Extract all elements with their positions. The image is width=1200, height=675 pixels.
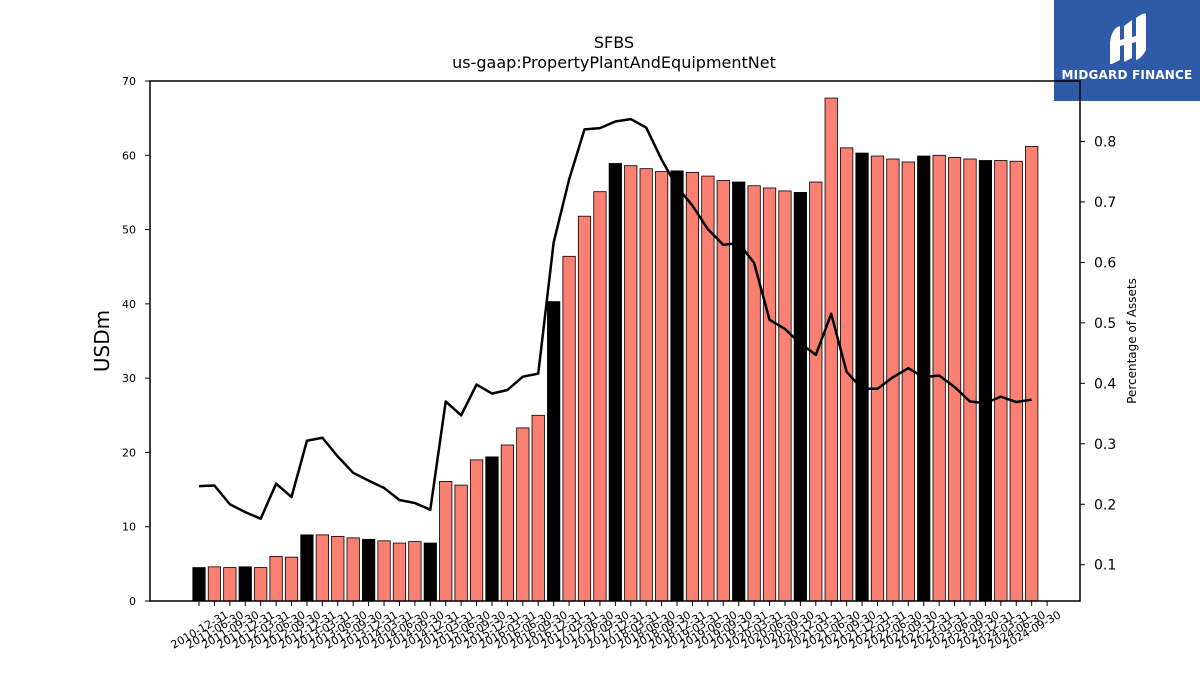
bar-2011-03-31 [207, 566, 222, 602]
y2-tick-label: 0.1 [1094, 558, 1116, 574]
y2-tick-label: 0.8 [1094, 134, 1116, 150]
y-tick-label: 70 [122, 75, 136, 88]
bar-2018-12-31 [685, 171, 700, 602]
bar-2014-12-31 [439, 480, 453, 602]
bar-2020-09-30 [793, 192, 807, 602]
y-tick-label: 30 [122, 372, 136, 385]
bar-2024-06-30 [1025, 145, 1039, 602]
bar-2013-03-31 [331, 535, 345, 602]
y-tick-label: 20 [122, 446, 136, 459]
y2-tick-label: 0.5 [1094, 316, 1116, 332]
y2-tick-label: 0.2 [1094, 497, 1116, 513]
bar-2019-03-31 [701, 175, 715, 602]
bar-2023-09-30 [978, 160, 993, 602]
bar-2023-03-31 [947, 157, 962, 602]
bar-2016-06-30 [531, 414, 545, 602]
bar-2011-09-30 [238, 566, 252, 602]
midgard-logo-icon [1110, 13, 1146, 64]
y2-tick-label: 0.7 [1094, 195, 1116, 211]
bar-2014-03-31 [392, 542, 407, 602]
bar-2021-12-31 [870, 155, 885, 602]
y-tick-label: 60 [122, 149, 136, 162]
bar-series [192, 97, 1039, 602]
bar-2014-09-30 [423, 542, 437, 602]
bar-2016-03-31 [516, 427, 530, 602]
percentage-of-assets-line [198, 117, 1032, 521]
bar-2016-09-30 [547, 301, 561, 602]
brand-name: MIDGARD FINANCE [1061, 68, 1193, 82]
bar-2013-12-31 [377, 540, 391, 602]
bar-2018-06-30 [655, 171, 669, 602]
y2-tick-label: 0.3 [1094, 437, 1116, 453]
bar-2012-03-31 [269, 556, 283, 602]
y-tick-label: 0 [129, 595, 136, 608]
bar-2017-06-30 [593, 191, 607, 602]
bar-2013-09-30 [362, 538, 376, 602]
bar-2020-12-31 [809, 181, 823, 602]
bar-2016-12-31 [562, 255, 576, 602]
y-tick-label: 50 [122, 224, 136, 237]
bar-2011-12-31 [254, 567, 268, 602]
y-axis-left: 0 10 20 30 40 50 60 70 [122, 75, 150, 608]
x-axis: 2010-12-312011-06-302011-09-302011-12-31… [169, 601, 1063, 652]
y-axis-label: USDm [90, 310, 114, 372]
bar-2022-06-30 [901, 161, 915, 602]
bar-2017-12-31 [624, 165, 638, 602]
bar-2015-12-31 [500, 444, 515, 602]
y-tick-label: 10 [122, 521, 136, 534]
bar-2010-12-31 [192, 567, 206, 602]
bar-2019-12-31 [747, 185, 761, 602]
bar-2015-06-30 [469, 459, 484, 602]
y-tick-label: 40 [122, 298, 136, 311]
y-axis-right: 0.1 0.2 0.3 0.4 0.5 0.6 0.7 0.8 [1080, 134, 1116, 574]
chart-subtitle: us-gaap:PropertyPlantAndEquipmentNet [452, 53, 776, 72]
bar-2012-12-31 [315, 534, 329, 602]
bar-2023-12-31 [994, 160, 1008, 602]
y2-tick-label: 0.4 [1094, 376, 1116, 392]
bar-2023-06-30 [963, 158, 977, 602]
bar-2021-06-30 [840, 147, 854, 602]
bar-2012-06-30 [284, 556, 299, 602]
percentage-line-series [198, 117, 1032, 521]
bar-2020-06-30 [778, 190, 792, 602]
bar-2011-06-30 [223, 567, 237, 602]
bar-2013-06-30 [346, 537, 360, 602]
bar-2024-03-31 [1009, 160, 1023, 602]
bar-2014-06-30 [408, 541, 422, 602]
midgard-finance-logo: MIDGARD FINANCE [1054, 0, 1200, 101]
bar-2012-09-30 [300, 534, 314, 602]
bar-2017-03-31 [577, 215, 592, 602]
bar-2017-09-30 [608, 163, 622, 602]
y2-axis-label: Percentage of Assets [1125, 278, 1139, 404]
bar-2018-09-30 [670, 170, 684, 602]
chart-title: SFBS [594, 33, 634, 52]
bar-2018-03-31 [639, 168, 653, 602]
bar-2015-03-31 [454, 484, 468, 602]
bar-2021-03-31 [824, 97, 838, 602]
bar-2015-09-30 [485, 456, 499, 602]
bar-2021-09-30 [855, 152, 869, 602]
y2-tick-label: 0.6 [1094, 255, 1116, 271]
bar-2020-03-31 [762, 187, 777, 602]
